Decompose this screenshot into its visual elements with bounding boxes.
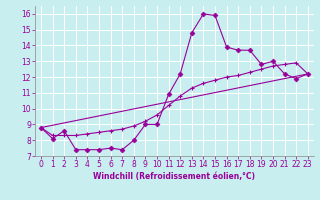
X-axis label: Windchill (Refroidissement éolien,°C): Windchill (Refroidissement éolien,°C) xyxy=(93,172,255,181)
